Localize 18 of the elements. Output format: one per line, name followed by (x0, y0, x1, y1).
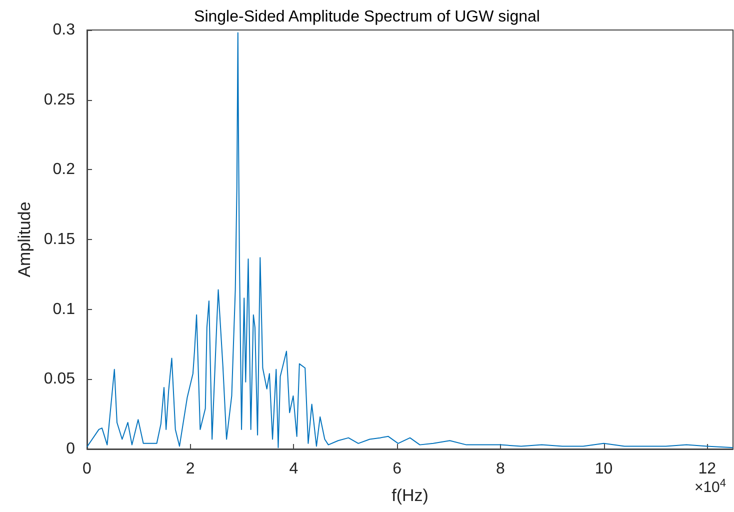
x-axis-title: f(Hz) (392, 486, 428, 505)
y-tick-label: 0.2 (52, 161, 76, 178)
y-tick-label: 0.15 (44, 231, 76, 248)
x-tick-label: 10 (594, 460, 613, 478)
x-tick-label: 2 (186, 460, 195, 478)
x-tick-label: 4 (289, 460, 298, 478)
y-tick-label: 0 (66, 440, 76, 458)
x-tick-label: 8 (496, 460, 505, 478)
x-tick-label: 12 (698, 460, 716, 478)
line-series (86, 32, 734, 448)
y-tick-label: 0.3 (52, 22, 76, 38)
y-tick-label: 0.1 (52, 300, 76, 318)
y-tick-label: 0.05 (44, 370, 76, 388)
x-tick-label: 0 (82, 460, 92, 478)
y-tick-label: 0.25 (44, 91, 76, 108)
x-tick-label: 6 (392, 460, 402, 478)
chart-title: Single-Sided Amplitude Spectrum of UGW signal (194, 8, 540, 26)
y-axis-title: Amplitude (14, 202, 34, 278)
